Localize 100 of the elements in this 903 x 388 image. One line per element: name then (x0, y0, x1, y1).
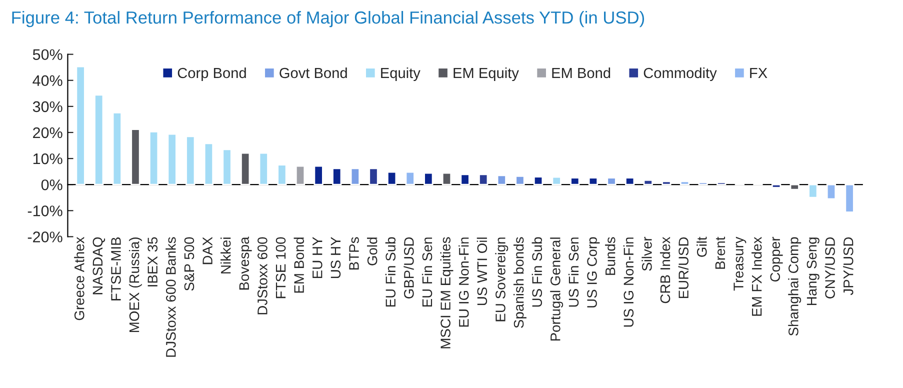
chart-title: Figure 4: Total Return Performance of Major Global Financial Assets YTD (in USD) (12, 10, 644, 28)
x-tick-label: EU IG Non-Fin (458, 238, 469, 327)
x-tick-label: Treasury (734, 236, 746, 291)
y-tick-label: -20% (28, 232, 62, 242)
legend-label: Equity (381, 67, 420, 82)
bar (680, 180, 690, 186)
bar (424, 172, 434, 186)
y-tick-label: 0% (41, 179, 62, 190)
x-tick-label: Portugal General (550, 238, 564, 341)
bar (716, 182, 726, 186)
x-tick-label: US Fin Sen (568, 238, 579, 307)
bar (533, 176, 544, 186)
y-tick-label: 40% (32, 75, 62, 86)
bar (552, 176, 562, 186)
x-tick-label: Spanish bonds (514, 237, 526, 328)
bar (771, 184, 782, 188)
bar (588, 177, 598, 186)
bar (386, 171, 397, 186)
x-tick-label: MOEX (Russia) (128, 238, 142, 332)
x-tick-label: Copper (770, 236, 783, 282)
bar (698, 182, 708, 186)
bar (606, 177, 616, 186)
x-tick-label: JPY/USD (843, 237, 854, 296)
x-tick-label: US WTI Oil (476, 238, 488, 306)
x-tick-label: Bunds (605, 237, 616, 275)
x-tick-label: DJStoxx 600 (258, 237, 268, 314)
x-tick-label: CNY/USD (824, 237, 835, 298)
y-tick-label: 50% (32, 49, 62, 60)
x-tick-label: EM Bond (294, 238, 304, 293)
y-tick-label: 20% (33, 127, 62, 138)
bar (295, 165, 306, 186)
x-tick-label: NASDAQ (92, 237, 106, 294)
x-tick-label: Silver (642, 236, 652, 271)
bar (148, 131, 159, 186)
x-tick-label: CRB Index (660, 236, 670, 304)
bar (240, 152, 250, 186)
bar (826, 184, 836, 200)
bar (844, 184, 854, 213)
bar (625, 177, 635, 186)
x-tick-label: EUR/USD (678, 237, 688, 298)
bar (478, 174, 488, 186)
x-tick-label: EU Sovereign (495, 238, 508, 322)
x-tick-label: EM FX Index (752, 236, 762, 316)
x-tick-label: IBEX 35 (148, 237, 158, 286)
x-tick-label: US IG Non-Fin (623, 238, 634, 327)
x-tick-label: US Fin Sub (532, 237, 542, 307)
bar (112, 112, 122, 186)
y-tick-label: 30% (32, 101, 62, 112)
legend-label: EM Bond (552, 67, 610, 78)
bar (204, 142, 214, 186)
bar (258, 152, 268, 186)
x-tick-label: FTSE-MIB (111, 237, 121, 300)
bar (167, 133, 177, 186)
bar (808, 184, 818, 198)
x-tick-label: EU Fin Sen (422, 238, 432, 307)
bar (662, 180, 672, 186)
bar (570, 177, 580, 186)
legend-label: FX (750, 68, 768, 78)
x-tick-label: Shanghai Comp (788, 237, 802, 336)
bar (277, 164, 287, 186)
bar (314, 165, 324, 186)
x-tick-label: Brent (715, 236, 726, 269)
bar (368, 168, 378, 186)
bar (496, 174, 506, 186)
x-tick-label: US IG Corp (587, 237, 600, 308)
bar (94, 94, 104, 186)
x-tick-label: Gold (367, 238, 378, 266)
bar (405, 171, 415, 186)
x-tick-label: FTSE 100 (276, 237, 286, 298)
bar (515, 176, 525, 186)
legend-label: EM Equity (454, 67, 519, 82)
bar (186, 136, 196, 186)
bar (460, 174, 470, 186)
x-tick-label: BTPs (349, 237, 359, 270)
x-tick-label: GBP/USD (404, 237, 414, 298)
x-tick-label: EU HY (312, 236, 322, 278)
x-tick-label: Nikkei (220, 238, 231, 274)
bar (350, 168, 360, 186)
bar (442, 172, 452, 186)
bar (222, 148, 232, 186)
x-tick-label: MSCI EM Equities (440, 237, 454, 348)
y-tick-label: -10% (28, 205, 62, 216)
bar (332, 168, 342, 186)
bar (790, 184, 800, 190)
x-tick-label: Bovespa (239, 236, 252, 290)
x-tick-label: Greece Athex (74, 236, 84, 320)
legend-label: Govt Bond (280, 67, 347, 78)
x-tick-label: Hang Seng (806, 238, 820, 306)
x-tick-label: DJStoxx 600 Banks (166, 237, 176, 357)
x-tick-label: US HY (330, 236, 341, 278)
x-tick-label: DAX (202, 236, 212, 264)
x-tick-label: S&P 500 (184, 237, 194, 291)
bar (76, 66, 86, 186)
legend-label: Commodity (644, 67, 717, 82)
bar (130, 128, 140, 186)
bar (643, 179, 653, 186)
y-tick-label: 10% (33, 153, 62, 164)
x-tick-label: EU Fin Sub (385, 237, 396, 307)
legend-label: Corp Bond (178, 67, 246, 82)
x-tick-label: Gilt (696, 236, 707, 257)
